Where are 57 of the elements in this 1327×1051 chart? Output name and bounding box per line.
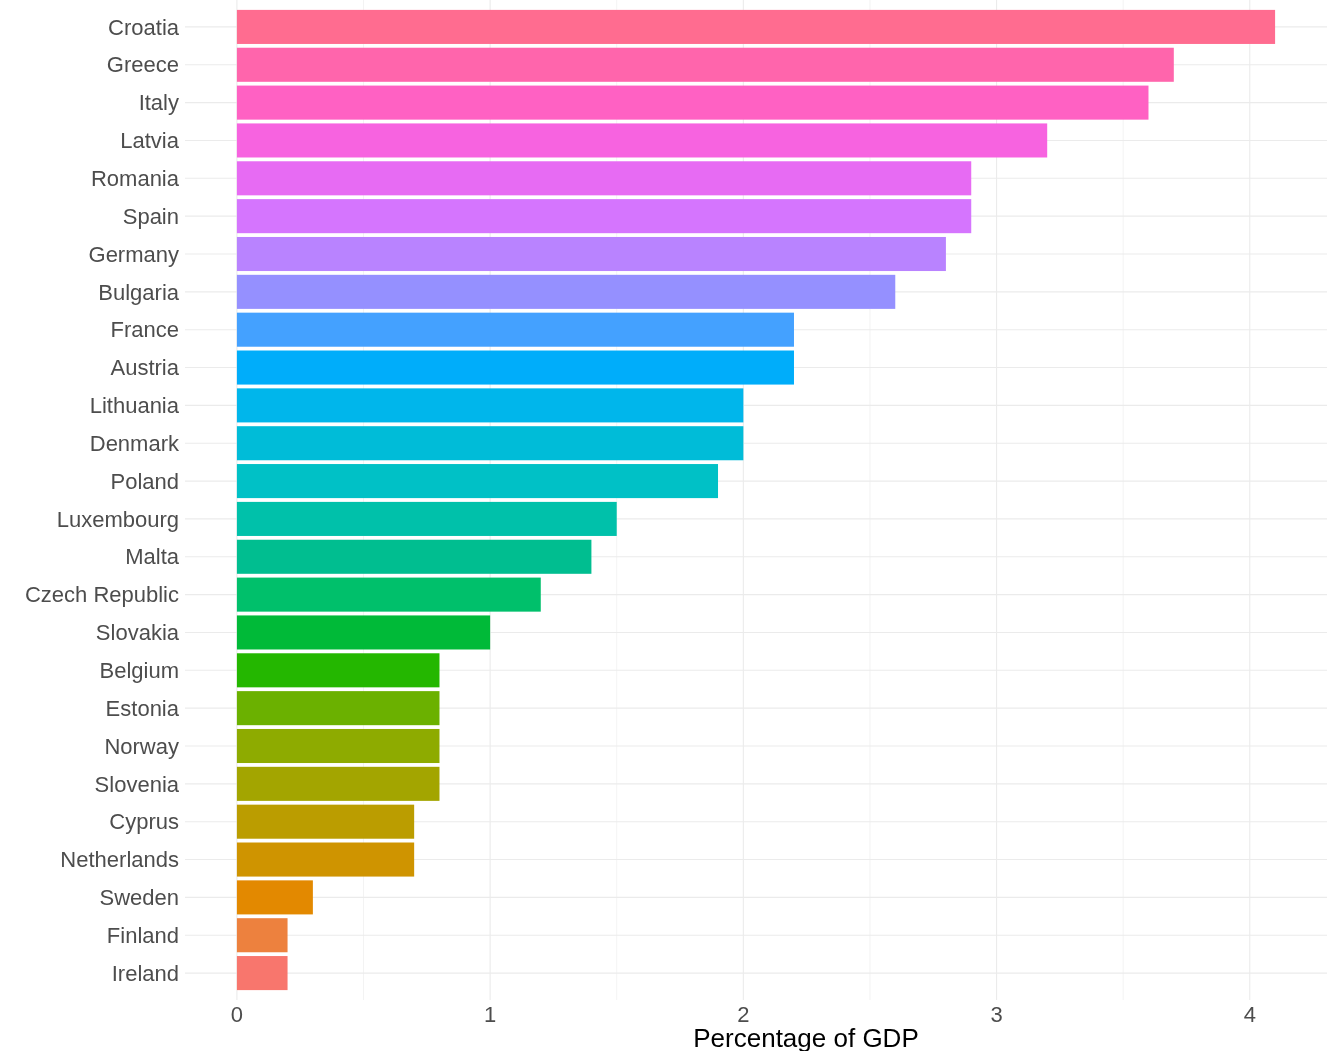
y-tick-label: Slovakia xyxy=(95,620,180,646)
x-tick-label: 3 xyxy=(990,1002,1003,1027)
bar xyxy=(236,9,1276,44)
bar xyxy=(236,766,440,801)
bar xyxy=(236,880,313,915)
y-tick-label: Finland xyxy=(106,922,179,948)
y-tick-label: Slovenia xyxy=(94,771,180,797)
bar xyxy=(236,842,415,877)
bar xyxy=(236,350,794,385)
bar xyxy=(236,464,719,499)
bar xyxy=(236,918,288,953)
y-tick-label: Greece xyxy=(106,52,179,78)
y-tick-label: Bulgaria xyxy=(98,279,180,305)
y-tick-label: Germany xyxy=(88,241,179,267)
bar xyxy=(236,501,617,536)
x-tick-label: 1 xyxy=(484,1002,497,1027)
bar xyxy=(236,123,1048,158)
y-tick-label: Norway xyxy=(104,733,179,759)
y-tick-label: Sweden xyxy=(99,885,179,911)
bar xyxy=(236,161,972,196)
bar xyxy=(236,539,592,574)
y-tick-label: Malta xyxy=(125,544,180,570)
bar xyxy=(236,47,1174,82)
y-tick-label: Ireland xyxy=(111,960,179,986)
bar xyxy=(236,691,440,726)
y-tick-label: France xyxy=(110,317,179,343)
bar xyxy=(236,388,744,423)
y-tick-label: Poland xyxy=(110,468,179,494)
bar xyxy=(236,653,440,688)
y-tick-label: Austria xyxy=(110,355,180,381)
x-tick-label: 0 xyxy=(230,1002,244,1027)
bar xyxy=(236,956,288,991)
y-tick-label: Lithuania xyxy=(89,393,180,419)
bar xyxy=(236,274,896,309)
y-tick-label: Latvia xyxy=(120,128,180,154)
y-tick-label: Cyprus xyxy=(109,809,179,835)
y-tick-label: Croatia xyxy=(108,14,180,40)
bar xyxy=(236,615,491,650)
y-tick-label: Estonia xyxy=(105,695,180,721)
x-tick-label: 4 xyxy=(1243,1002,1256,1027)
bar xyxy=(236,728,440,764)
bar xyxy=(236,577,541,612)
bar xyxy=(236,804,415,839)
bar xyxy=(236,312,794,347)
y-tick-label: Belgium xyxy=(99,658,179,684)
y-tick-label: Spain xyxy=(122,203,179,229)
y-tick-label: Luxembourg xyxy=(56,506,179,532)
y-tick-label: Italy xyxy=(138,90,179,116)
bar xyxy=(236,236,946,272)
bar xyxy=(236,199,972,234)
y-tick-label: Czech Republic xyxy=(24,582,179,608)
y-tick-label: Denmark xyxy=(89,430,180,456)
y-tick-label: Netherlands xyxy=(60,847,179,873)
bar xyxy=(236,426,744,461)
y-tick-label: Romania xyxy=(90,166,180,192)
bar xyxy=(236,85,1149,120)
x-tick-label: 2 xyxy=(737,1002,750,1027)
